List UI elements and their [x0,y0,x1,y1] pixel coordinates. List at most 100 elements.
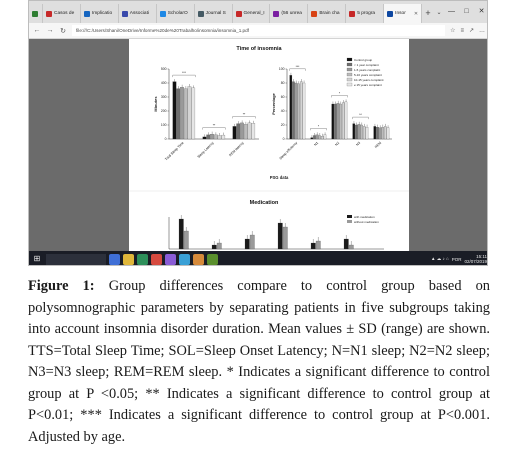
legend-label: 5-10 years complaint [354,73,382,77]
taskbar-app-icon[interactable] [179,253,190,265]
tab-label: Implicatio [91,11,113,16]
tab-label: Insor [395,11,406,16]
legend-swatch [346,67,353,72]
left-panel-significance-bracket [202,127,226,130]
chart2-bar [282,226,288,250]
left-panel-significance-label: ** [213,124,216,128]
tab-label: Associati [129,11,149,16]
tab-label: General_I [243,11,265,16]
right-panel-tick-label: 60 [281,95,285,99]
tab-label: Journal S [205,11,226,16]
taskbar-app-icon[interactable] [109,253,120,265]
share-icon[interactable]: ↗ [468,28,474,34]
tab-label: Casos de [53,11,75,16]
more-menu-icon[interactable]: … [479,27,485,34]
taskbar-app-icon[interactable] [151,253,162,265]
clock[interactable]: 15:11 02/07/2019 [464,254,487,264]
browser-tab[interactable]: General_I [233,4,271,23]
legend-swatch [346,82,353,87]
chart2-legend-label: without medication [354,220,379,224]
browser-tab[interactable]: Journal S [195,4,233,23]
right-panel-tick-label: 20 [281,123,285,127]
left-panel-tick-label: 100 [161,123,167,127]
tab-label: Brain cha [319,11,340,16]
right-panel-bar [331,103,335,140]
chart2-bar [178,218,184,250]
legend-label: 10-15 years complaint [354,78,384,82]
right-panel-bar [323,134,327,140]
browser-tab[interactable]: ScholarO [157,4,195,23]
left-panel-bar [176,88,181,140]
right-panel-bar [376,126,379,140]
close-tab-icon[interactable]: ✕ [413,10,419,17]
chart2-legend-swatch [347,220,352,223]
taskbar-app-icon[interactable] [207,253,218,265]
taskbar-app-icon[interactable] [137,253,148,265]
right-panel-bar [344,101,348,140]
taskbar-app-icon[interactable] [165,253,176,265]
url-field[interactable]: file:///C:/Users/Shani/OneDrive/Informe%… [72,25,446,36]
right-panel-bar [318,135,321,140]
left-panel-tick-label: 200 [161,109,167,113]
left-panel-category-label: REM latency [228,141,245,158]
taskbar-search-box[interactable] [46,253,106,265]
tab-label: 5 progra [357,11,376,16]
chart2-legend-swatch [347,215,352,218]
browser-tab[interactable]: Insor ✕ [384,4,423,23]
new-tab-button[interactable]: + [425,8,431,18]
right-panel-bar [363,126,366,140]
left-panel-bar [251,123,256,140]
right-panel-bar [321,136,324,140]
right-panel-significance-label: *** [296,65,300,69]
browser-tab[interactable]: (56 unrea [270,4,309,23]
refresh-icon[interactable]: ↻ [60,27,66,35]
left-panel-significance-label: *** [182,71,186,75]
tab-favicon-icon [197,10,204,17]
favorite-star-icon[interactable]: ☆ [450,28,456,34]
tab-label: ScholarO [167,11,188,16]
right-panel-significance-bracket [310,128,327,131]
maximize-button[interactable]: □ [464,8,469,15]
browser-tab[interactable] [29,4,43,23]
legend-label: ≥ 15 years complaint [354,83,382,87]
window-controls: — □ ✕ [444,1,487,23]
taskbar-app-icon[interactable] [123,253,134,265]
reading-list-icon[interactable]: ≡ [460,27,464,34]
browser-tab[interactable]: Associati [119,4,157,23]
right-panel-bar [300,81,303,140]
windows-start-icon[interactable]: ⊞ [33,254,41,263]
forward-icon[interactable]: → [46,27,54,34]
close-window-button[interactable]: ✕ [478,8,485,15]
browser-tab[interactable]: Casos de [43,4,81,23]
left-panel-bar [236,123,241,140]
back-icon[interactable]: ← [33,27,41,34]
chart-title: Time of insomnia [236,46,282,52]
left-panel-category-label: Total Sleep Time [164,141,185,162]
right-panel-bar [352,123,356,140]
right-panel-bar [357,124,361,140]
minimize-button[interactable]: — [448,8,455,15]
chart2-bar [183,230,189,250]
tray-icons[interactable]: ▲ ☁ ♪ ⌂ [431,256,449,261]
right-panel-bar [313,135,316,140]
right-panel-bar [315,134,319,140]
chart2-bar [343,238,349,250]
right-panel-bar [339,103,342,140]
tab-favicon-icon [311,10,318,17]
right-panel-tick-label: 80 [281,81,285,85]
left-panel-tick-label: 500 [161,67,167,71]
tab-list-icon[interactable]: ⌄ [436,10,442,16]
browser-tab[interactable]: 5 progra [346,4,385,23]
left-panel-bar [243,124,248,140]
tab-favicon-icon [121,10,128,17]
chart2-bar [310,242,316,250]
taskbar-app-icon[interactable] [193,253,204,265]
right-panel-bar [384,126,387,140]
left-panel-category-label: Sleep Latency [197,141,215,159]
right-panel-bar [302,82,306,140]
browser-tab[interactable]: Brain cha [308,4,347,23]
legend-swatch [346,72,353,77]
clock-date: 02/07/2019 [464,259,487,264]
language-indicator[interactable]: POR [451,256,462,262]
browser-tab[interactable]: Implicatio [81,4,119,23]
